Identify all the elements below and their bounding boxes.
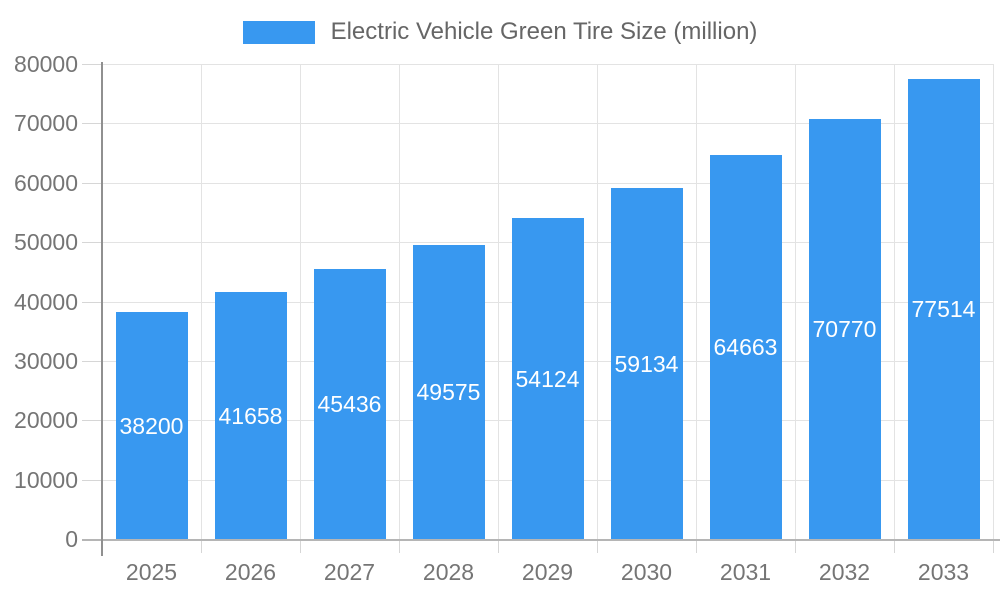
x-tick-mark: [399, 539, 400, 553]
x-tick-label: 2030: [620, 559, 673, 585]
bar: [215, 292, 287, 539]
chart-legend[interactable]: Electric Vehicle Green Tire Size (millio…: [0, 19, 1000, 45]
bar: [116, 312, 188, 539]
bar-value-label: 45436: [317, 391, 382, 417]
y-tick-mark: [82, 242, 102, 243]
x-tick-label: 2028: [422, 559, 475, 585]
x-tick-mark: [300, 539, 301, 553]
x-tick-label: 2033: [917, 559, 970, 585]
x-tick-label: 2029: [521, 559, 574, 585]
bar-value-label: 38200: [119, 413, 184, 439]
y-gridline: [102, 183, 993, 184]
bar-value-label: 64663: [713, 334, 778, 360]
x-tick-mark: [993, 539, 994, 553]
bar-value-label: 41658: [218, 403, 283, 429]
legend-swatch: [242, 20, 315, 44]
y-tick-label: 40000: [14, 289, 78, 315]
y-tick-label: 80000: [14, 51, 78, 77]
x-tick-mark: [498, 539, 499, 553]
y-tick-label: 10000: [14, 467, 78, 493]
x-gridline: [795, 64, 796, 539]
y-tick-label: 30000: [14, 348, 78, 374]
x-gridline: [696, 64, 697, 539]
y-tick-label: 60000: [14, 170, 78, 196]
x-tick-mark: [597, 539, 598, 553]
y-gridline: [102, 123, 993, 124]
bar-value-label: 77514: [911, 296, 976, 322]
y-tick-label: 0: [65, 526, 78, 552]
x-tick-label: 2032: [818, 559, 871, 585]
y-tick-label: 50000: [14, 229, 78, 255]
x-tick-label: 2031: [719, 559, 772, 585]
bar: [809, 119, 881, 539]
x-gridline: [597, 64, 598, 539]
bar-value-label: 70770: [812, 316, 877, 342]
y-tick-mark: [82, 420, 102, 421]
y-gridline: [102, 64, 993, 65]
y-tick-mark: [82, 302, 102, 303]
y-tick-mark: [82, 183, 102, 184]
x-gridline: [498, 64, 499, 539]
y-tick-mark: [82, 64, 102, 65]
y-tick-label: 20000: [14, 407, 78, 433]
bar-value-label: 54124: [515, 366, 580, 392]
y-tick-label: 70000: [14, 110, 78, 136]
x-axis-line: [82, 539, 1000, 541]
y-tick-mark: [82, 123, 102, 124]
x-gridline: [201, 64, 202, 539]
legend-label: Electric Vehicle Green Tire Size (millio…: [330, 18, 758, 45]
bar: [908, 79, 980, 539]
x-tick-label: 2025: [125, 559, 178, 585]
bar: [710, 155, 782, 539]
bar: [413, 245, 485, 539]
x-gridline: [993, 64, 994, 539]
x-tick-label: 2026: [224, 559, 277, 585]
x-tick-mark: [201, 539, 202, 553]
bar: [314, 269, 386, 539]
x-tick-mark: [795, 539, 796, 553]
bar: [611, 188, 683, 539]
bar-value-label: 59134: [614, 351, 679, 377]
bar-value-label: 49575: [416, 379, 481, 405]
x-tick-mark: [696, 539, 697, 553]
y-tick-mark: [82, 361, 102, 362]
x-tick-label: 2027: [323, 559, 376, 585]
x-gridline: [894, 64, 895, 539]
bar: [512, 218, 584, 539]
y-axis-line: [101, 62, 103, 556]
x-gridline: [399, 64, 400, 539]
x-gridline: [300, 64, 301, 539]
y-tick-mark: [82, 480, 102, 481]
x-tick-mark: [894, 539, 895, 553]
